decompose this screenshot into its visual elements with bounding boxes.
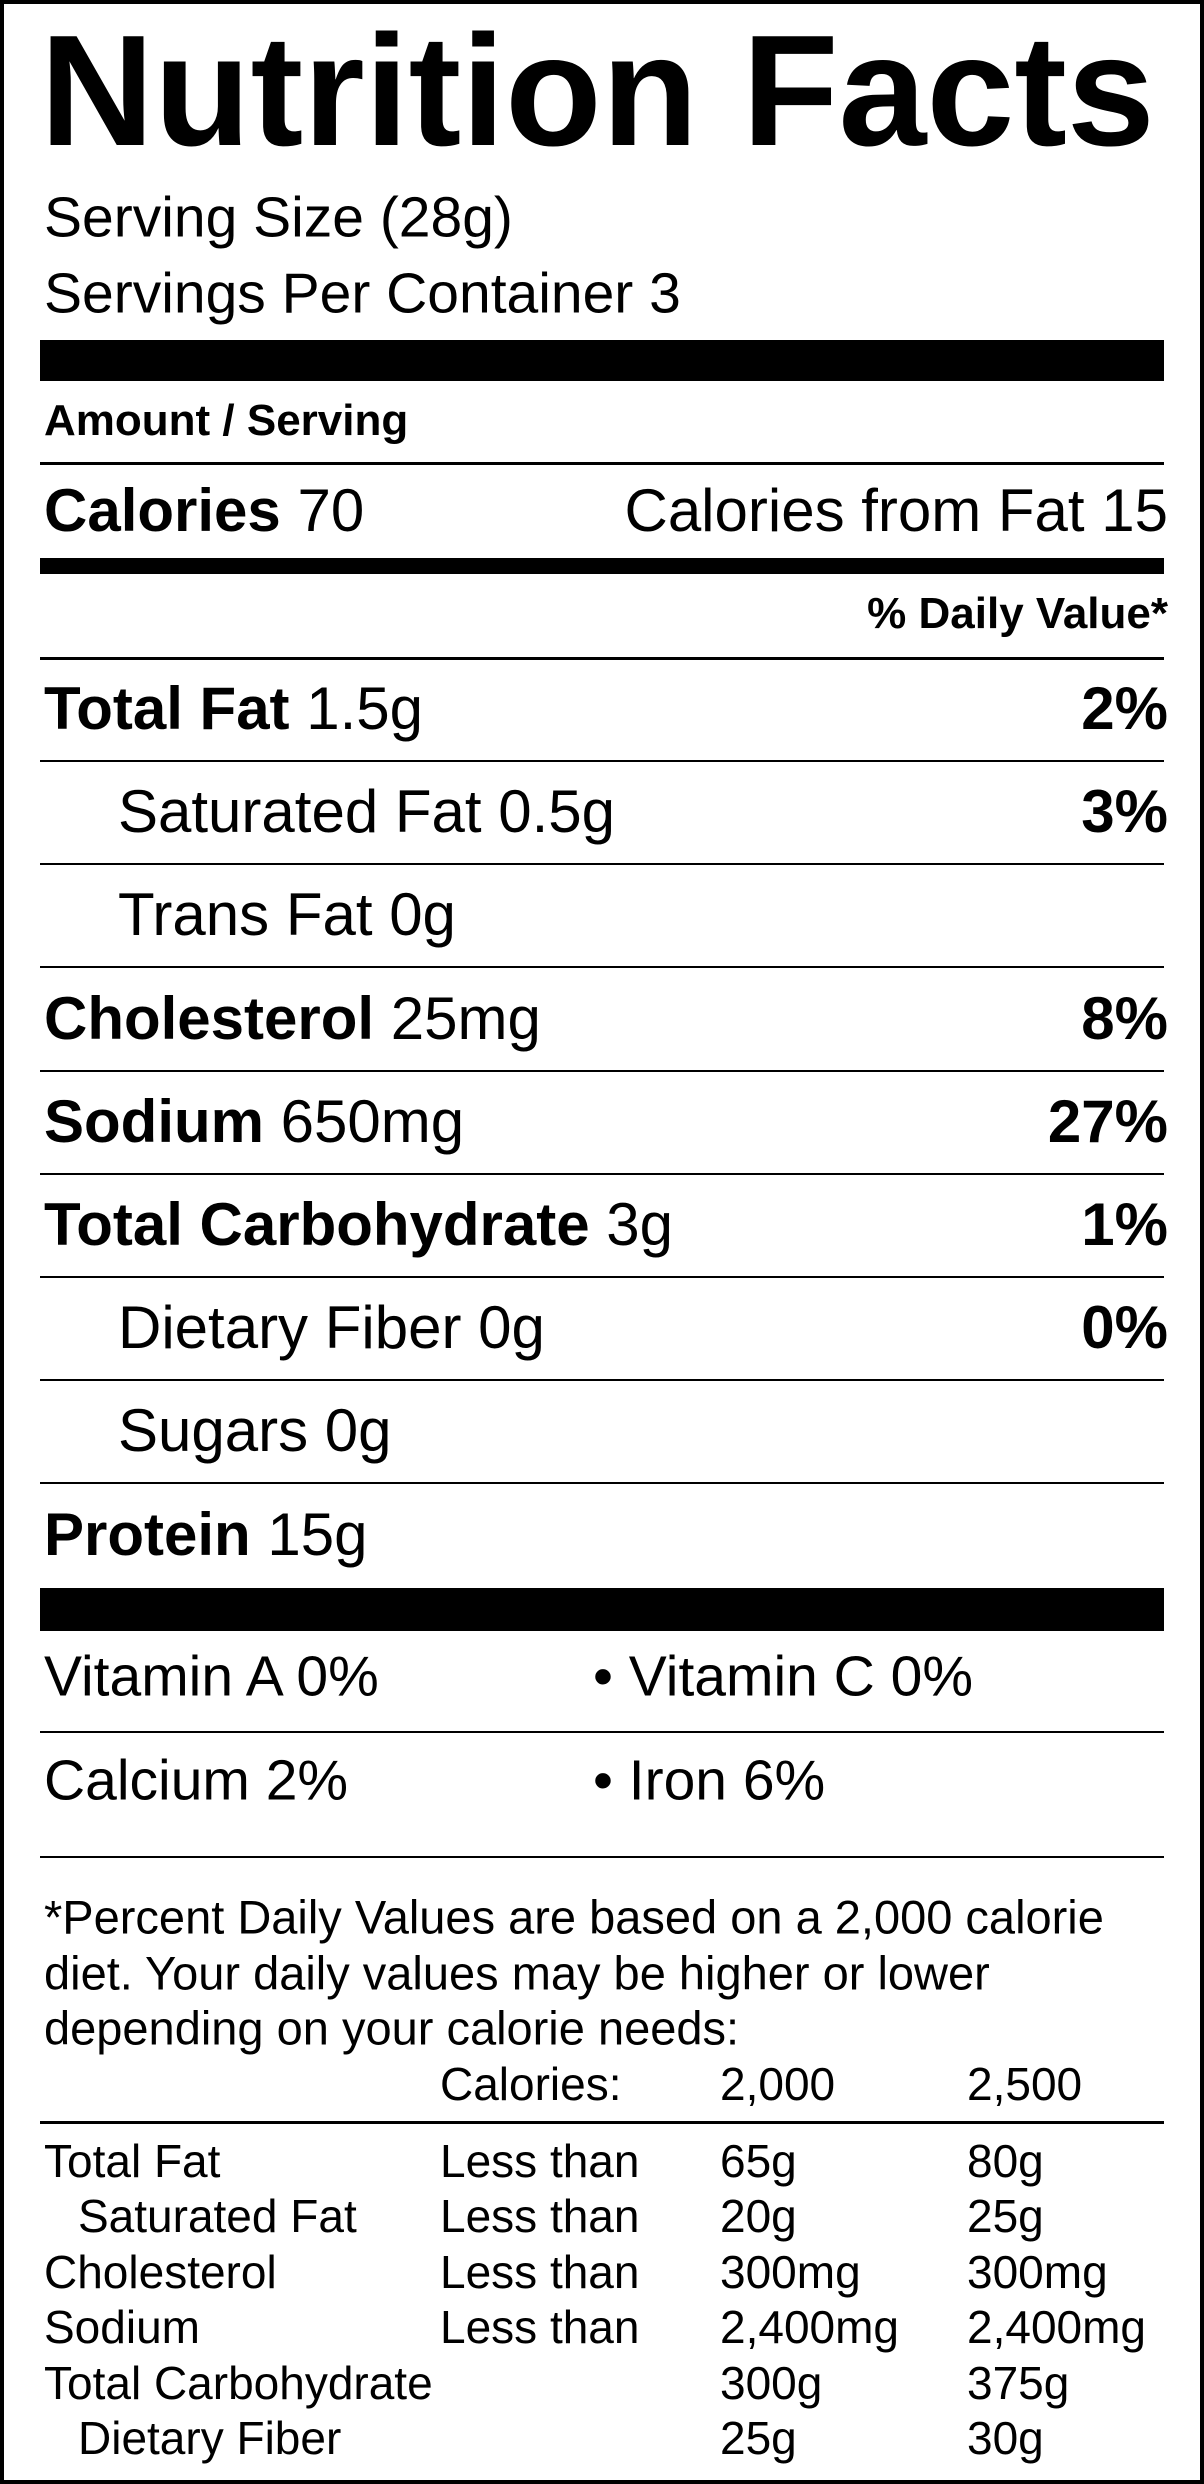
nutrient: Dietary Fiber 0g — [118, 1298, 545, 1358]
vitamin: • Vitamin C 0% — [593, 1644, 974, 1709]
divider — [40, 1856, 1164, 1858]
table-value: 375g — [967, 2356, 1070, 2409]
nutrient: Sodium 650mg — [44, 1091, 464, 1152]
table-name: Sodium — [44, 2301, 200, 2354]
table-value: 300mg — [967, 2245, 1108, 2298]
table-value: 20g — [720, 2190, 797, 2243]
table-name: Total Carbohydrate — [44, 2356, 433, 2409]
daily-percent: 3% — [1081, 778, 1168, 846]
nutrient-name: Saturated Fat — [118, 778, 482, 846]
nutrient-name: Cholesterol — [44, 984, 375, 1052]
nutrient-amount: 1.5g — [306, 675, 423, 742]
daily-percent: 8% — [1081, 984, 1168, 1052]
divider — [40, 863, 1164, 866]
nutrient-name: Dietary Fiber — [118, 1294, 462, 1362]
table-name: Cholesterol — [44, 2245, 277, 2298]
table-value: 2,400mg — [720, 2301, 900, 2354]
divider — [40, 966, 1164, 969]
divider — [40, 1482, 1164, 1485]
divider — [40, 1276, 1164, 1278]
nutrient-amount: 25mg — [390, 984, 541, 1052]
calories: Calories 70 — [44, 481, 364, 541]
calories-from-fat: Calories from Fat 15 — [624, 477, 1168, 544]
table-value: 300mg — [720, 2245, 861, 2298]
table-limit: Less than — [440, 2301, 640, 2354]
calories-label: Calories — [44, 477, 281, 544]
nutrient: Total Carbohydrate 3g — [44, 1195, 673, 1255]
nutrient-amount: 0g — [389, 881, 456, 949]
nutrient-name: Trans Fat — [118, 881, 373, 949]
divider — [40, 1172, 1164, 1175]
vitamin: Vitamin A 0% — [44, 1644, 379, 1709]
amount-per-serving: Amount / Serving — [44, 396, 409, 445]
divider — [40, 462, 1164, 465]
table-name: Saturated Fat — [78, 2190, 357, 2243]
table-value: 25g — [967, 2190, 1044, 2243]
nutrient-name: Sugars — [118, 1397, 309, 1465]
divider — [40, 760, 1164, 762]
daily-percent: 27% — [1047, 1087, 1168, 1155]
divider — [40, 1588, 1164, 1631]
table-name: Dietary Fiber — [78, 2412, 342, 2464]
nutrient-amount: 3g — [606, 1191, 674, 1258]
table-limit: Less than — [440, 2245, 640, 2298]
daily-percent: 1% — [1081, 1191, 1168, 1258]
footnote: depending on your calorie needs: — [44, 2001, 740, 2055]
daily-percent: 2% — [1081, 675, 1168, 742]
nutrient: Cholesterol 25mg — [44, 988, 541, 1049]
calories-value: 70 — [297, 477, 365, 544]
nutrient: Total Fat 1.5g — [44, 679, 423, 739]
footnote: diet. Your daily values may be higher or… — [44, 1946, 990, 1999]
vitamin: • Iron 6% — [593, 1748, 826, 1813]
nutrient: Protein 15g — [44, 1504, 367, 1565]
table-header: 2,500 — [967, 2058, 1083, 2110]
divider — [40, 657, 1164, 660]
table-value: 80g — [967, 2135, 1044, 2187]
table-value: 65g — [720, 2135, 797, 2187]
table-limit: Less than — [440, 2135, 640, 2187]
nutrient-amount: 0g — [478, 1294, 545, 1362]
nutrient-name: Sodium — [44, 1087, 264, 1155]
nutrient: Trans Fat 0g — [118, 885, 456, 945]
divider — [40, 340, 1164, 381]
daily-value-header: % Daily Value* — [867, 589, 1168, 638]
nutrient-name: Protein — [44, 1500, 251, 1568]
divider — [40, 558, 1164, 574]
nutrient: Saturated Fat 0.5g — [118, 782, 615, 842]
nutrient-amount: 650mg — [280, 1087, 465, 1155]
divider — [40, 1069, 1164, 1072]
divider — [40, 1379, 1164, 1382]
footnote: *Percent Daily Values are based on a 2,0… — [44, 1890, 1104, 1944]
nutrient-name: Total Fat — [44, 675, 290, 742]
title: Nutrition Facts — [40, 3, 1155, 179]
divider — [40, 2121, 1164, 2124]
nutrient-name: Total Carbohydrate — [44, 1191, 590, 1258]
nutrient: Sugars 0g — [118, 1401, 392, 1461]
divider — [40, 1731, 1164, 1733]
daily-percent: 0% — [1081, 1294, 1168, 1362]
table-value: 2,400mg — [967, 2301, 1147, 2354]
nutrient-amount: 0g — [324, 1397, 392, 1465]
nutrient-amount: 15g — [267, 1500, 368, 1568]
table-value: 300g — [720, 2356, 823, 2409]
table-value: 25g — [720, 2412, 797, 2464]
table-header: 2,000 — [720, 2058, 836, 2110]
nutrient-amount: 0.5g — [498, 778, 615, 846]
table-name: Total Fat — [44, 2135, 221, 2187]
table-limit: Less than — [440, 2190, 640, 2243]
servings-per-container: Servings Per Container 3 — [44, 261, 681, 326]
table-header: Calories: — [440, 2058, 622, 2110]
vitamin: Calcium 2% — [44, 1748, 349, 1813]
table-value: 30g — [967, 2412, 1044, 2464]
serving-size: Serving Size (28g) — [44, 185, 513, 250]
